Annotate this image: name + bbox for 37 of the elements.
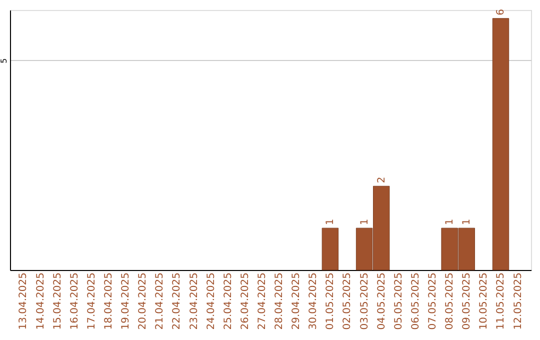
x-tick-label: 29.04.2025 bbox=[291, 272, 302, 330]
data-label: 1 bbox=[359, 218, 370, 226]
y-tick-label: 5 bbox=[0, 58, 8, 64]
x-tick-label: 25.04.2025 bbox=[222, 272, 234, 330]
x-tick-label: 09.05.2025 bbox=[462, 272, 473, 330]
x-tick-label: 13.04.2025 bbox=[18, 272, 30, 330]
x-tick-label: 17.04.2025 bbox=[86, 272, 98, 330]
x-tick-label: 10.05.2025 bbox=[478, 272, 490, 330]
x-tick-label: 15.04.2025 bbox=[52, 272, 64, 330]
x-tick-label: 04.05.2025 bbox=[376, 272, 388, 330]
x-tick-label: 22.04.2025 bbox=[172, 272, 183, 330]
x-tick-label: 03.05.2025 bbox=[359, 272, 370, 330]
x-tick-label: 14.04.2025 bbox=[35, 272, 46, 330]
data-label: 1 bbox=[462, 218, 473, 226]
x-tick-label: 30.04.2025 bbox=[308, 272, 320, 330]
x-tick-label: 05.05.2025 bbox=[393, 272, 404, 330]
data-label: 1 bbox=[444, 218, 456, 226]
x-tick-label: 02.05.2025 bbox=[342, 272, 354, 330]
data-label: 2 bbox=[376, 176, 388, 184]
data-label: 6 bbox=[496, 9, 507, 16]
x-tick-label: 26.04.2025 bbox=[240, 272, 251, 330]
x-tick-label: 20.04.2025 bbox=[138, 272, 149, 330]
x-tick-label: 21.04.2025 bbox=[154, 272, 166, 330]
x-tick-label: 12.05.2025 bbox=[512, 272, 524, 330]
x-tick-label: 23.04.2025 bbox=[188, 272, 200, 330]
x-tick-label: 07.05.2025 bbox=[428, 272, 439, 330]
x-tick-label: 01.05.2025 bbox=[325, 272, 336, 330]
x-tick-label: 19.04.2025 bbox=[120, 272, 132, 330]
x-tick-label: 11.05.2025 bbox=[496, 272, 507, 330]
x-tick-label: 27.04.2025 bbox=[256, 272, 268, 330]
x-tick-label: 28.04.2025 bbox=[274, 272, 286, 330]
x-tick-label: 24.04.2025 bbox=[206, 272, 217, 330]
x-tick-label: 16.04.2025 bbox=[69, 272, 80, 330]
x-tick-label: 08.05.2025 bbox=[444, 272, 456, 330]
x-tick-label: 18.04.2025 bbox=[103, 272, 114, 330]
x-tick-label: 06.05.2025 bbox=[410, 272, 422, 330]
data-label: 1 bbox=[325, 218, 336, 226]
